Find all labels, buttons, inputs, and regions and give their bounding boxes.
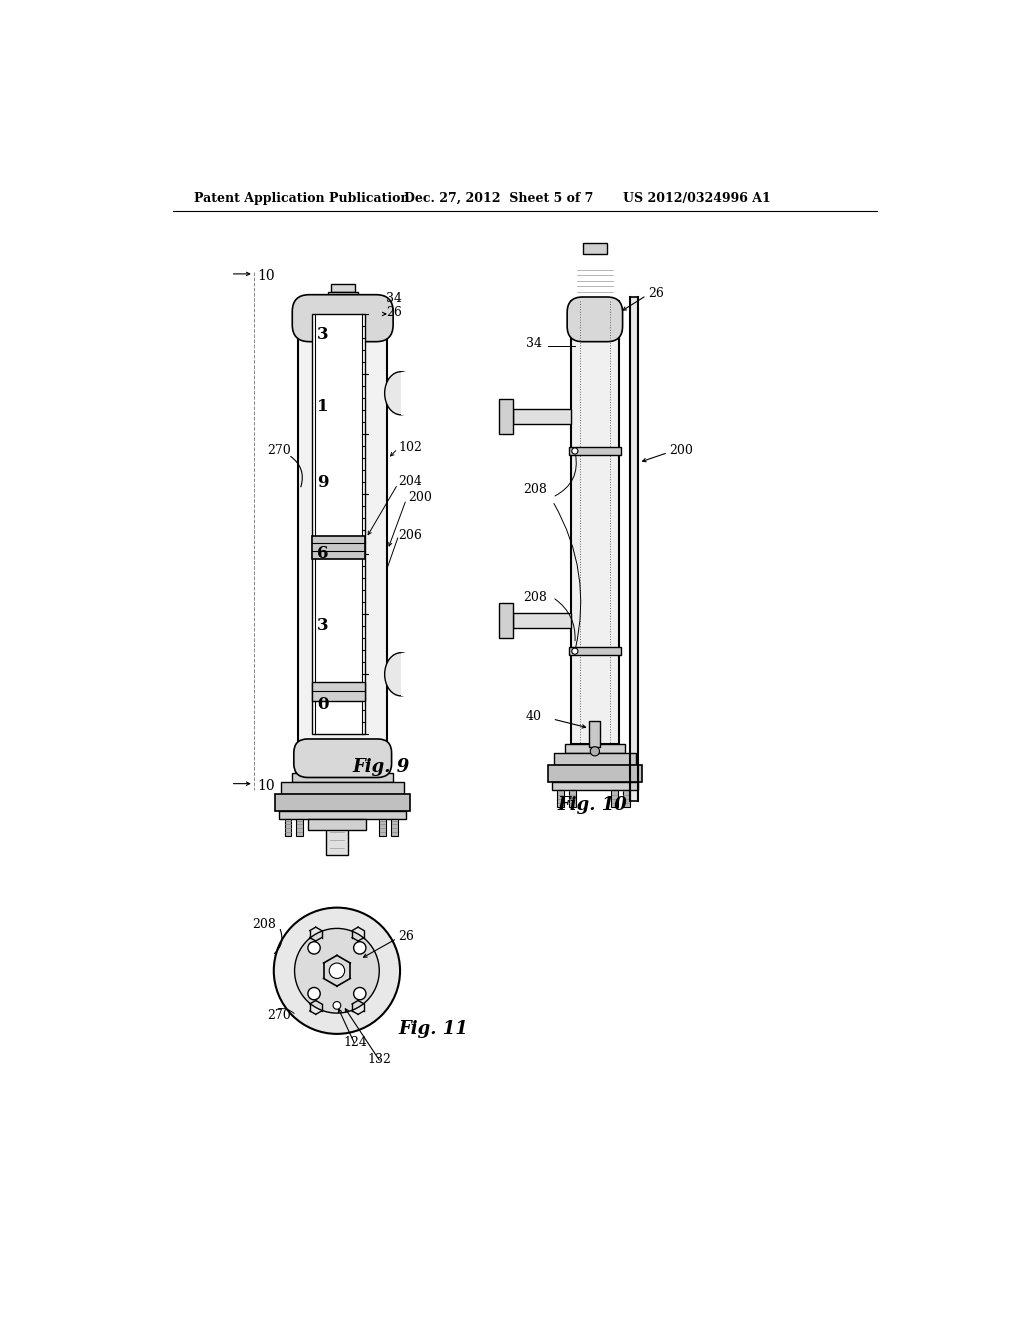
Circle shape <box>571 447 578 454</box>
Circle shape <box>406 684 412 690</box>
Bar <box>500 603 513 638</box>
Text: 204: 204 <box>398 475 422 488</box>
Text: US 2012/0324996 A1: US 2012/0324996 A1 <box>624 191 771 205</box>
Text: Fig. 9: Fig. 9 <box>352 758 410 776</box>
Bar <box>500 400 513 434</box>
Circle shape <box>295 928 379 1014</box>
Text: 1: 1 <box>316 397 329 414</box>
Circle shape <box>406 659 412 665</box>
Bar <box>328 292 357 301</box>
Bar <box>623 789 630 807</box>
Text: Dec. 27, 2012  Sheet 5 of 7: Dec. 27, 2012 Sheet 5 of 7 <box>403 191 593 205</box>
Bar <box>296 818 303 836</box>
Bar <box>513 409 571 424</box>
Text: 206: 206 <box>398 529 422 543</box>
Circle shape <box>308 941 321 954</box>
Text: 40: 40 <box>525 710 542 723</box>
Circle shape <box>590 747 599 756</box>
Bar <box>298 305 387 743</box>
Text: 0: 0 <box>316 697 329 713</box>
Text: 9: 9 <box>316 474 329 491</box>
Text: 270: 270 <box>267 1008 292 1022</box>
Bar <box>400 372 418 414</box>
Bar <box>312 314 365 734</box>
Circle shape <box>330 964 345 978</box>
Text: Patent Application Publication: Patent Application Publication <box>194 191 410 205</box>
Bar <box>565 743 625 752</box>
Bar <box>557 789 564 807</box>
Bar <box>391 818 397 836</box>
Bar <box>275 795 410 812</box>
Text: 102: 102 <box>398 441 422 454</box>
Bar <box>611 789 617 807</box>
Text: Fig. 11: Fig. 11 <box>398 1019 468 1038</box>
Bar <box>400 653 418 696</box>
Text: 124: 124 <box>344 1036 368 1049</box>
Text: Fig. 10: Fig. 10 <box>558 796 628 814</box>
Circle shape <box>406 378 412 384</box>
Bar <box>312 682 365 701</box>
Bar <box>379 818 386 836</box>
Text: 10: 10 <box>258 779 275 793</box>
Bar <box>568 789 575 807</box>
FancyBboxPatch shape <box>294 739 391 777</box>
Text: 6: 6 <box>316 545 329 562</box>
Bar <box>571 301 618 743</box>
Ellipse shape <box>385 372 417 414</box>
Text: 34: 34 <box>525 337 542 350</box>
Circle shape <box>333 1002 341 1010</box>
Text: 208: 208 <box>523 483 547 496</box>
Circle shape <box>353 987 366 999</box>
Bar <box>292 774 393 781</box>
Text: 208: 208 <box>523 591 547 603</box>
Bar <box>326 829 348 855</box>
Text: 3: 3 <box>316 616 329 634</box>
Bar <box>554 752 636 766</box>
Ellipse shape <box>385 653 417 696</box>
Bar <box>285 818 292 836</box>
Bar <box>568 647 621 655</box>
Text: 26: 26 <box>386 306 402 319</box>
Bar <box>513 612 571 628</box>
Bar <box>282 781 403 795</box>
FancyBboxPatch shape <box>567 297 623 342</box>
Bar <box>312 536 365 558</box>
Text: 132: 132 <box>367 1053 391 1065</box>
Text: 200: 200 <box>670 445 693 458</box>
Bar <box>548 766 642 781</box>
Circle shape <box>571 648 578 655</box>
Circle shape <box>308 987 321 999</box>
Text: 208: 208 <box>252 917 276 931</box>
Circle shape <box>273 908 400 1034</box>
Circle shape <box>406 403 412 409</box>
Text: 270: 270 <box>267 445 292 458</box>
Text: 26: 26 <box>398 929 415 942</box>
Text: 3: 3 <box>316 326 329 343</box>
Bar <box>331 284 354 292</box>
Bar <box>301 334 385 345</box>
FancyBboxPatch shape <box>292 294 393 342</box>
Bar <box>631 297 638 801</box>
Bar <box>280 812 407 818</box>
Text: 200: 200 <box>408 491 432 504</box>
Bar <box>307 818 367 830</box>
Bar <box>590 721 600 747</box>
Text: 26: 26 <box>648 286 664 300</box>
Text: 34: 34 <box>386 292 402 305</box>
Bar <box>583 243 607 253</box>
Text: 10: 10 <box>258 269 275 284</box>
Bar <box>552 781 638 789</box>
Circle shape <box>353 941 366 954</box>
Bar <box>568 447 621 455</box>
